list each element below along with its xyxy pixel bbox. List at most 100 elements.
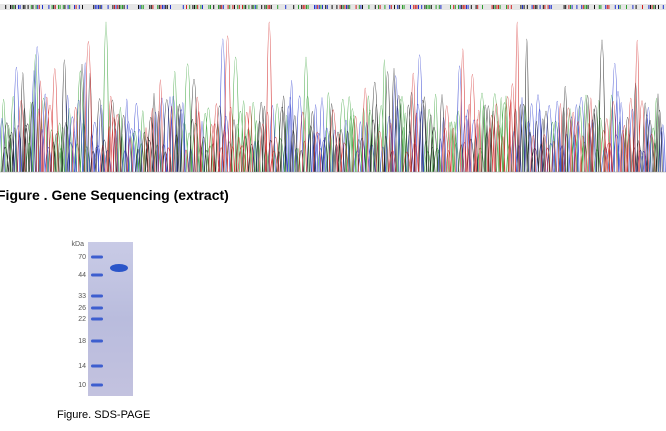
marker-label: 70 [78, 254, 86, 261]
base-letter [466, 5, 467, 9]
base-letter [37, 5, 39, 9]
base-letter [182, 5, 184, 9]
base-letter [608, 5, 610, 9]
base-letter [470, 5, 472, 9]
base-letter [482, 5, 483, 9]
base-letter [477, 5, 479, 9]
base-letter [32, 5, 34, 9]
gel-caption: Figure. SDS-PAGE [57, 409, 151, 421]
base-letter [314, 5, 315, 9]
base-letter [117, 5, 119, 9]
base-letter [618, 5, 619, 9]
chromatogram [0, 4, 666, 173]
base-letter [651, 5, 653, 9]
base-letter [421, 5, 423, 9]
base-letter [547, 5, 549, 9]
base-letter [586, 5, 587, 9]
base-letter [494, 5, 496, 9]
base-letter [152, 5, 154, 9]
base-letter [254, 5, 256, 9]
base-letter [331, 5, 333, 9]
gel-figure: kDa 70 44 33 26 22 18 14 10 [72, 241, 133, 396]
base-letter [243, 5, 245, 9]
base-letter [261, 5, 263, 9]
base-letter [414, 5, 416, 9]
base-letter [648, 5, 650, 9]
base-letter [315, 5, 317, 9]
base-letter [362, 5, 363, 9]
base-letter [440, 5, 442, 9]
base-letter [576, 5, 578, 9]
base-letter [69, 5, 71, 9]
base-letter [402, 5, 403, 9]
base-letter [162, 5, 163, 9]
base-letter [523, 5, 525, 9]
base-letter [248, 5, 250, 9]
base-letter [192, 5, 194, 9]
base-letter [454, 5, 456, 9]
base-letter [219, 5, 221, 9]
base-letter [355, 5, 357, 9]
base-letter [48, 5, 50, 9]
base-letter [507, 5, 509, 9]
base-letter [266, 5, 267, 9]
base-letter [270, 5, 272, 9]
base-letter [150, 5, 152, 9]
base-letter [568, 5, 570, 9]
base-letter [534, 5, 536, 9]
base-letter [341, 5, 343, 9]
base-letter [379, 5, 381, 9]
base-letter [10, 5, 11, 9]
base-letter [378, 5, 379, 9]
base-letter [229, 5, 231, 9]
base-letter [565, 5, 567, 9]
base-letter [221, 5, 223, 9]
base-letter [160, 5, 162, 9]
trace [17, 21, 656, 173]
base-letter [99, 5, 101, 9]
base-letter [342, 5, 344, 9]
base-letter [78, 5, 80, 9]
base-letter [542, 5, 544, 9]
base-letter [242, 5, 243, 9]
base-letter [96, 5, 98, 9]
base-letter [238, 5, 240, 9]
base-letter [82, 5, 83, 9]
base-letter [336, 5, 338, 9]
base-letter [584, 5, 586, 9]
marker-label: 26 [78, 305, 86, 312]
base-letter [475, 5, 477, 9]
base-letter [594, 5, 595, 9]
base-letter [320, 5, 322, 9]
base-letter [98, 5, 99, 9]
base-letter [626, 5, 627, 9]
base-letter [18, 5, 19, 9]
base-letter [285, 5, 287, 9]
base-letter [64, 5, 66, 9]
base-letter [496, 5, 498, 9]
base-letter [42, 5, 43, 9]
base-letter [5, 5, 7, 9]
base-letter [426, 5, 427, 9]
base-letter [24, 5, 26, 9]
base-letter [195, 5, 197, 9]
marker-label: 22 [78, 316, 86, 323]
base-letter [93, 5, 95, 9]
base-letter [139, 5, 141, 9]
base-letter [635, 5, 637, 9]
base-letter [510, 5, 512, 9]
base-letter [424, 5, 426, 9]
base-letter [232, 5, 234, 9]
base-letter [307, 5, 309, 9]
base-letter [74, 5, 75, 9]
base-letter [118, 5, 120, 9]
base-letter [264, 5, 266, 9]
base-letter [166, 5, 168, 9]
base-letter [277, 5, 279, 9]
base-letter [94, 5, 96, 9]
base-letter [120, 5, 122, 9]
base-letter [302, 5, 304, 9]
marker-band [91, 339, 103, 343]
base-letter [194, 5, 195, 9]
base-letter [450, 5, 451, 9]
